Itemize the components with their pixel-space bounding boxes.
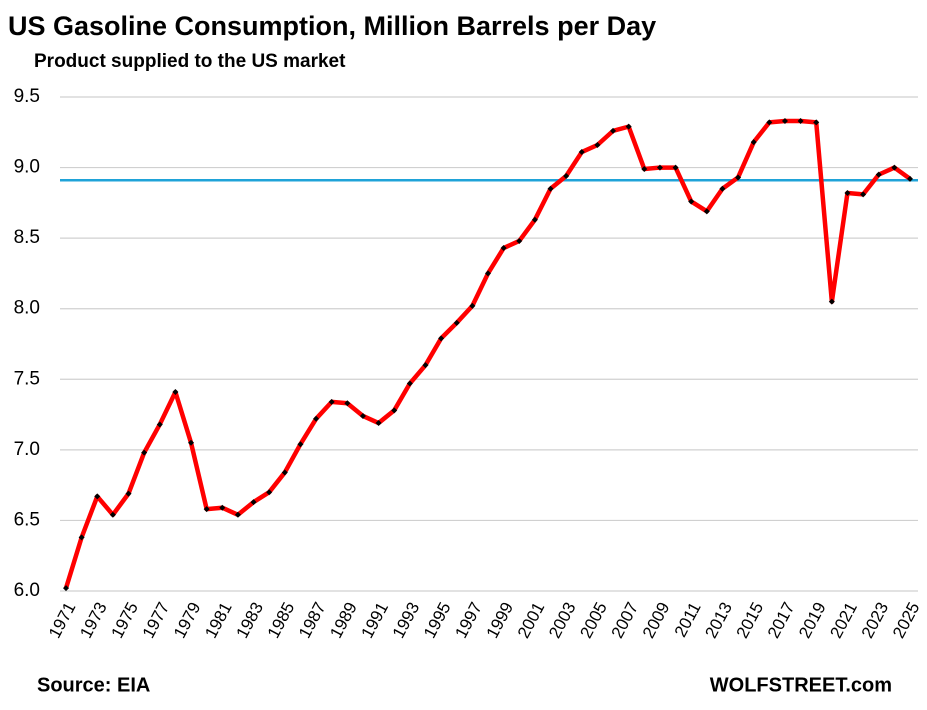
x-tick-label: 1979 — [170, 599, 205, 641]
x-tick-label: 2009 — [639, 599, 674, 641]
x-tick-label: 2023 — [858, 599, 893, 641]
data-point — [625, 123, 632, 130]
x-tick-label: 1971 — [45, 599, 80, 641]
data-point — [781, 117, 788, 124]
y-tick-label: 8.5 — [14, 227, 40, 248]
data-point — [750, 139, 757, 146]
x-tick-label: 1983 — [233, 599, 268, 641]
data-point — [547, 185, 554, 192]
y-tick-label: 6.5 — [14, 509, 40, 530]
data-point — [828, 298, 835, 305]
data-point — [172, 388, 179, 395]
chart-subtitle: Product supplied to the US market — [34, 51, 346, 72]
x-tick-label: 1985 — [264, 599, 299, 641]
x-tick-label: 1991 — [358, 599, 393, 641]
data-point — [672, 164, 679, 171]
data-point — [250, 499, 257, 506]
data-point — [907, 175, 913, 182]
data-point — [313, 415, 320, 422]
x-tick-label: 1997 — [451, 599, 486, 641]
data-point — [297, 441, 304, 448]
data-point — [719, 185, 726, 192]
data-point — [203, 506, 210, 513]
data-point — [578, 149, 585, 156]
x-tick-label: 2019 — [795, 599, 830, 641]
data-point — [141, 449, 148, 456]
y-tick-label: 9.5 — [14, 86, 40, 107]
data-point — [391, 407, 398, 414]
data-line — [63, 118, 912, 589]
data-point — [266, 489, 273, 496]
data-point — [188, 439, 195, 446]
data-point — [344, 400, 351, 407]
x-tick-label: 2005 — [576, 599, 611, 641]
data-point — [641, 165, 648, 172]
data-point — [63, 585, 69, 592]
x-tick-label: 1995 — [420, 599, 455, 641]
data-point — [281, 469, 288, 476]
x-tick-label: 1977 — [139, 599, 174, 641]
x-tick-label: 1993 — [389, 599, 424, 641]
data-point — [500, 245, 507, 252]
data-point — [328, 398, 335, 405]
x-tick-label: 2013 — [701, 599, 736, 641]
data-point — [594, 141, 601, 148]
data-point — [125, 490, 132, 497]
x-tick-label: 1989 — [326, 599, 361, 641]
y-tick-label: 7.5 — [14, 368, 40, 389]
data-point — [453, 319, 460, 326]
x-tick-label: 2011 — [671, 599, 705, 640]
x-tick-label: 1987 — [295, 599, 330, 641]
data-point — [735, 174, 742, 181]
data-point — [438, 335, 445, 342]
data-point — [875, 171, 882, 178]
data-point — [469, 302, 476, 309]
data-point — [563, 173, 570, 180]
data-point — [656, 164, 663, 171]
data-point — [766, 119, 773, 126]
source: Source: EIA — [37, 674, 150, 696]
x-tick-label: 2015 — [733, 599, 768, 641]
data-point — [844, 189, 851, 196]
data-point — [234, 511, 241, 518]
x-tick-label: 2017 — [764, 599, 799, 641]
y-tick-label: 6.0 — [14, 580, 40, 601]
x-tick-label: 1981 — [201, 599, 236, 641]
data-point — [797, 117, 804, 124]
data-point — [219, 504, 226, 511]
data-point — [813, 119, 820, 126]
data-point — [375, 420, 382, 427]
data-point — [406, 380, 413, 387]
data-point — [78, 534, 85, 541]
data-point — [610, 127, 617, 134]
x-tick-label: 1973 — [76, 599, 111, 641]
data-point — [94, 493, 101, 500]
y-tick-label: 9.0 — [14, 157, 40, 178]
data-point — [485, 270, 491, 277]
data-point — [359, 412, 366, 419]
data-point — [531, 216, 538, 223]
data-point — [703, 208, 710, 215]
chart-title: US Gasoline Consumption, Million Barrels… — [8, 11, 656, 41]
data-point — [109, 511, 116, 518]
data-point — [422, 362, 429, 369]
data-point — [688, 198, 695, 205]
x-tick-label: 2021 — [826, 599, 861, 641]
y-tick-label: 7.0 — [14, 439, 40, 460]
data-point — [516, 237, 523, 244]
x-tick-label: 1999 — [483, 599, 518, 641]
watermark: WOLFSTREET.com — [710, 674, 892, 696]
x-tick-label: 2001 — [514, 599, 549, 641]
data-point — [156, 421, 163, 428]
data-point — [891, 164, 898, 171]
y-tick-label: 8.0 — [14, 298, 40, 319]
x-tick-label: 2003 — [545, 599, 580, 641]
x-tick-label: 2025 — [889, 599, 924, 641]
data-point — [860, 191, 867, 198]
x-tick-label: 2007 — [608, 599, 643, 641]
x-tick-label: 1975 — [107, 599, 142, 641]
